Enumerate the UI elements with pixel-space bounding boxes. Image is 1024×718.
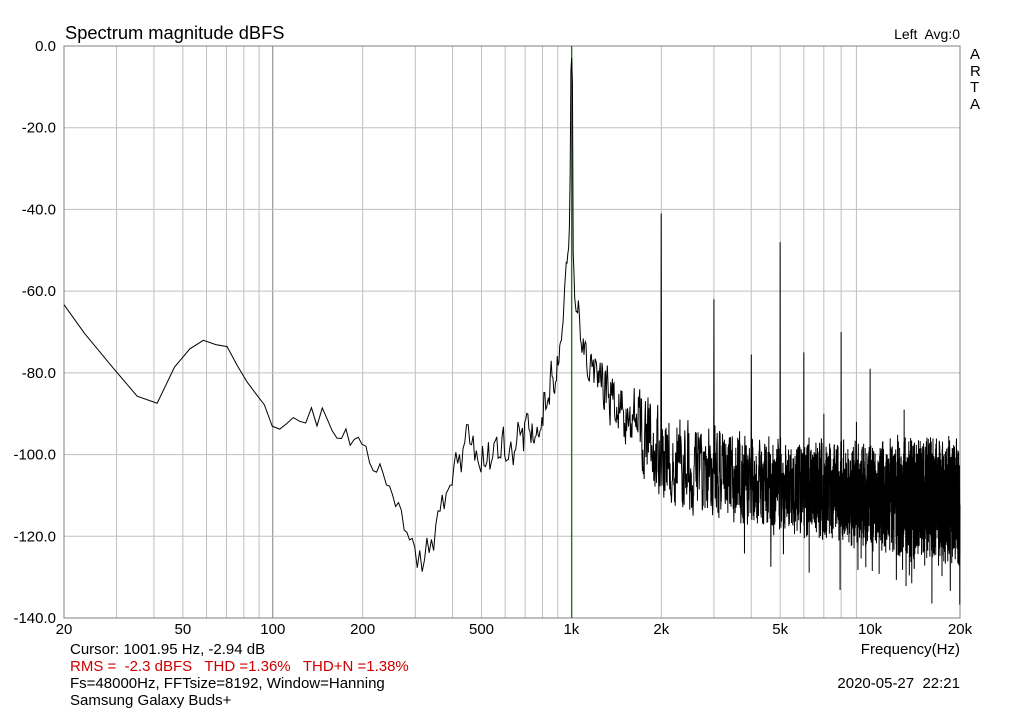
svg-text:-60.0: -60.0 [22,283,56,300]
svg-text:-140.0: -140.0 [13,610,56,627]
svg-text:100: 100 [260,621,285,638]
svg-text:20: 20 [56,621,73,638]
svg-text:-80.0: -80.0 [22,365,56,382]
svg-text:-100.0: -100.0 [13,447,56,464]
svg-text:200: 200 [350,621,375,638]
svg-text:2k: 2k [653,621,669,638]
svg-text:5k: 5k [772,621,788,638]
svg-text:-20.0: -20.0 [22,120,56,137]
svg-text:50: 50 [175,621,192,638]
svg-text:1k: 1k [563,621,579,638]
svg-text:10k: 10k [858,621,883,638]
svg-text:-120.0: -120.0 [13,528,56,545]
svg-text:0.0: 0.0 [35,38,56,55]
svg-text:20k: 20k [948,621,973,638]
svg-text:500: 500 [469,621,494,638]
svg-text:-40.0: -40.0 [22,201,56,218]
